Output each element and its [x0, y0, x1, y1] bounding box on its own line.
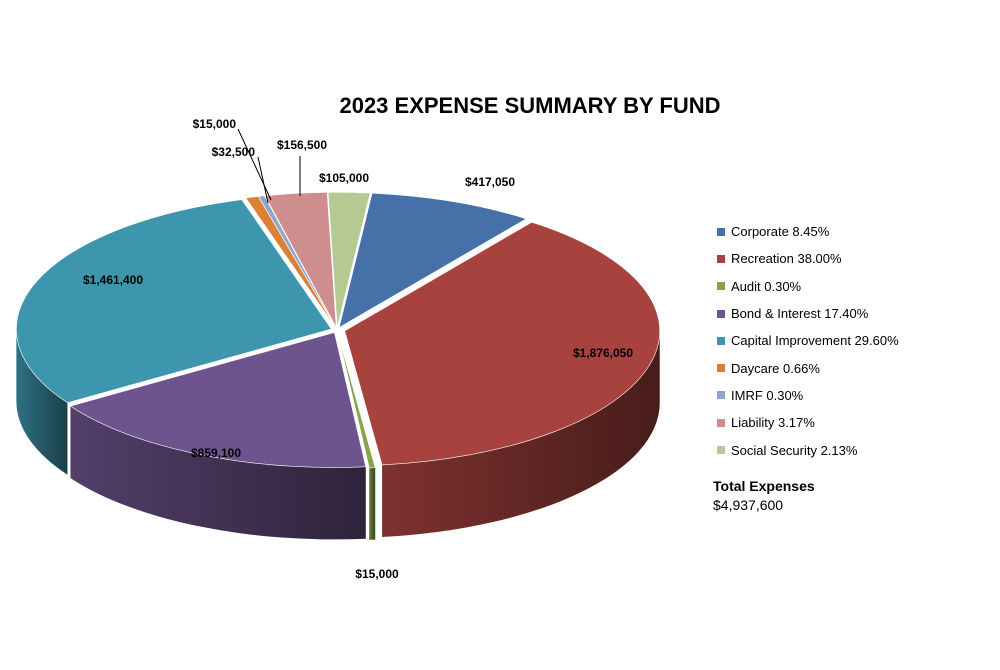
- pie-slice-1: [344, 221, 661, 466]
- legend-label: Liability 3.17%: [731, 415, 815, 431]
- legend-swatch: [717, 364, 725, 373]
- legend-label: Capital Improvement 29.60%: [731, 333, 899, 349]
- data-label-3: $859,100: [191, 446, 241, 460]
- legend-swatch: [717, 418, 725, 427]
- legend-label: Daycare 0.66%: [731, 360, 820, 376]
- data-label-6: $15,000: [193, 117, 237, 131]
- legend-item: Audit 0.30%: [717, 273, 899, 300]
- legend-item: IMRF 0.30%: [717, 382, 899, 409]
- chart-title: 2023 EXPENSE SUMMARY BY FUND: [339, 93, 721, 118]
- pie-slice-7: [264, 192, 337, 328]
- data-label-0: $417,050: [465, 175, 515, 189]
- data-label-2: $15,000: [355, 567, 399, 581]
- legend-swatch: [717, 309, 725, 318]
- data-label-5: $32,500: [212, 145, 256, 159]
- pie-side-3: [70, 406, 366, 540]
- data-label-7: $156,500: [277, 138, 327, 152]
- pie-side-4: [16, 329, 68, 475]
- legend-label: Audit 0.30%: [731, 278, 802, 294]
- legend-swatch: [717, 446, 725, 455]
- pie-slice-6: [258, 195, 336, 328]
- total-expenses-label: Total Expenses: [713, 478, 815, 494]
- legend-label: IMRF 0.30%: [731, 387, 804, 403]
- legend-swatch: [717, 227, 725, 236]
- legend-swatch: [717, 282, 725, 291]
- data-label-4: $1,461,400: [83, 273, 143, 287]
- data-label-1: $1,876,050: [573, 346, 633, 360]
- pie-sides: [16, 329, 660, 540]
- chart-legend: Corporate 8.45% Recreation 38.00% Audit 0.…: [717, 218, 899, 464]
- pie-slice-4: [16, 199, 332, 404]
- legend-item: Corporate 8.45%: [717, 218, 899, 245]
- leader-line-5: [257, 156, 269, 204]
- pie-side-2: [369, 467, 376, 540]
- legend-item: Bond & Interest 17.40%: [717, 300, 899, 327]
- pie-slice-3: [69, 332, 367, 468]
- total-expenses-value: $4,937,600: [713, 497, 784, 513]
- legend-label: Bond & Interest 17.40%: [731, 306, 869, 322]
- pie-side-1: [382, 330, 660, 537]
- pie-slice-2: [337, 333, 376, 469]
- legend-item: Capital Improvement 29.60%: [717, 327, 899, 354]
- leader-line-6: [237, 128, 272, 201]
- legend-swatch: [717, 391, 725, 400]
- legend-item: Recreation 38.00%: [717, 245, 899, 272]
- legend-item: Liability 3.17%: [717, 409, 899, 436]
- data-label-8: $105,000: [319, 171, 369, 185]
- legend-label: Corporate 8.45%: [731, 224, 830, 240]
- legend-swatch: [717, 254, 725, 263]
- legend-label: Recreation 38.00%: [731, 251, 842, 267]
- legend-swatch: [717, 336, 725, 345]
- pie-slice-0: [338, 192, 527, 329]
- pie-slice-8: [327, 192, 371, 328]
- legend-item: Social Security 2.13%: [717, 436, 899, 463]
- legend-item: Daycare 0.66%: [717, 354, 899, 381]
- legend-label: Social Security 2.13%: [731, 442, 858, 458]
